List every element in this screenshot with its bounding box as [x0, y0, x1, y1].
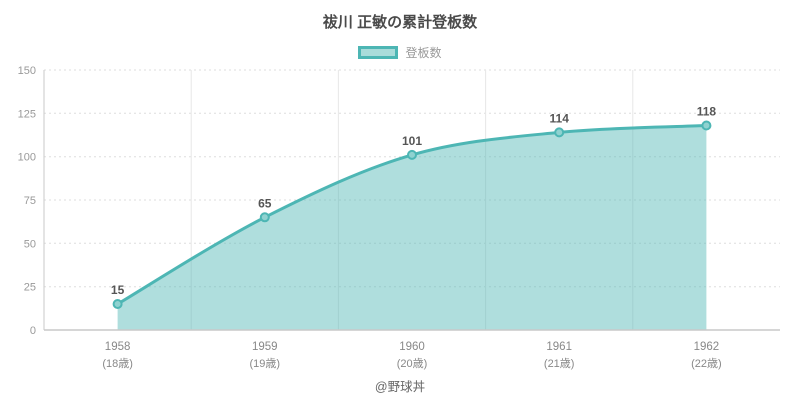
series-area-fill [117, 125, 707, 330]
x-tick-sublabel: (19歳) [250, 357, 281, 370]
data-point[interactable] [259, 212, 270, 223]
x-tick-sublabel: (22歳) [691, 357, 722, 370]
value-label: 114 [550, 111, 570, 125]
x-tick-sublabel: (21歳) [544, 357, 575, 370]
x-tick-label: 1961 [546, 341, 572, 353]
value-label: 118 [697, 105, 717, 119]
data-point[interactable] [407, 149, 417, 160]
legend-item[interactable]: 登板数 [358, 45, 442, 60]
value-label: 101 [402, 134, 422, 148]
legend-label: 登板数 [405, 45, 442, 60]
x-tick-sublabel: (20歳) [397, 357, 428, 370]
x-tick-label: 1960 [399, 341, 425, 353]
credit-text: @野球丼 [374, 380, 426, 394]
y-tick-label: 25 [24, 282, 36, 294]
value-label: 15 [111, 283, 125, 297]
x-tick-sublabel: (18歳) [102, 357, 133, 370]
y-tick-label: 125 [18, 108, 36, 120]
data-point[interactable] [701, 120, 712, 131]
y-tick-label: 75 [24, 195, 36, 207]
value-label: 65 [258, 196, 272, 210]
x-tick-label: 1962 [694, 341, 720, 353]
legend: 登板数 [0, 46, 800, 59]
y-tick-label: 150 [18, 65, 36, 77]
x-tick-label: 1959 [252, 341, 278, 353]
data-point[interactable] [554, 127, 565, 138]
data-point[interactable] [112, 299, 123, 309]
y-tick-label: 100 [18, 152, 36, 164]
chart-title: 祓川 正敏の累計登板数 [322, 14, 478, 31]
x-tick-label: 1958 [105, 341, 131, 353]
legend-swatch [358, 46, 399, 59]
y-tick-label: 0 [30, 325, 36, 337]
y-tick-label: 50 [24, 238, 36, 250]
